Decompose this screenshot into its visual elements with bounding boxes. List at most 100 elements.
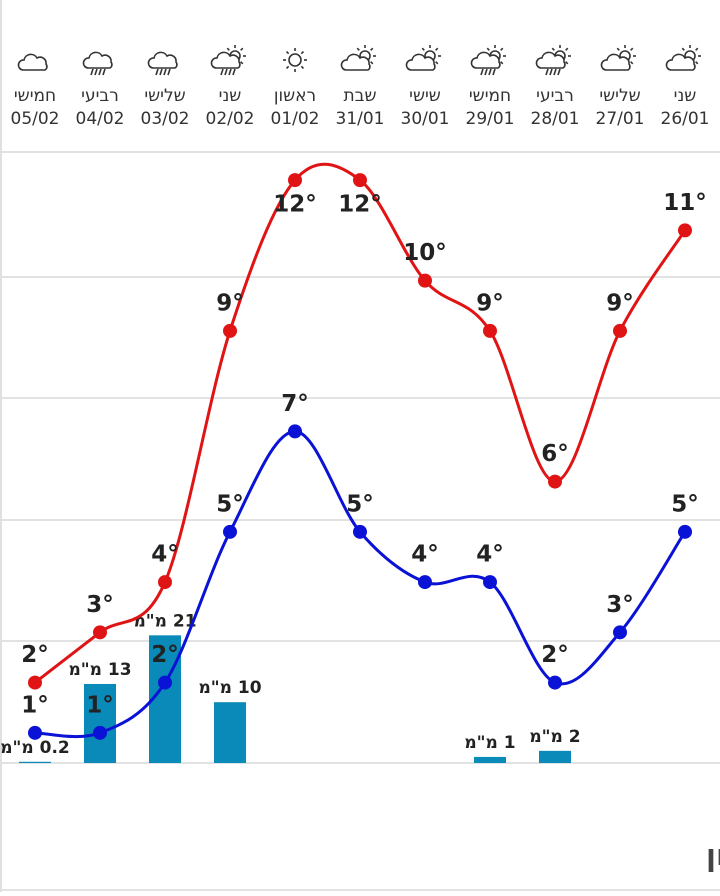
icon-ray bbox=[695, 61, 699, 65]
x-tick-label: 31/01 bbox=[336, 109, 385, 129]
point bbox=[483, 323, 497, 338]
point bbox=[28, 725, 42, 740]
weather-icon bbox=[82, 51, 113, 76]
point-value-label: 7° bbox=[281, 391, 309, 417]
bar bbox=[84, 683, 116, 763]
x-day-label: שלישי bbox=[144, 86, 185, 106]
bar-value-label: 2 מ"מ bbox=[529, 727, 580, 747]
point bbox=[418, 273, 432, 288]
x-day-label: שישי bbox=[409, 86, 441, 106]
x-day-label: חמישי bbox=[469, 86, 511, 106]
point-value-label: 3° bbox=[86, 592, 114, 618]
icon-drop bbox=[90, 68, 94, 76]
bar bbox=[474, 756, 506, 763]
point-value-label: 9° bbox=[476, 290, 504, 316]
weather-icon bbox=[600, 45, 636, 71]
point-value-label: 9° bbox=[606, 290, 634, 316]
weather-icon bbox=[405, 45, 441, 71]
x-tick-label: 05/02 bbox=[11, 109, 60, 129]
point-value-label: 1° bbox=[21, 692, 49, 718]
x-tick-label: 26/01 bbox=[661, 109, 710, 129]
icon-drop bbox=[159, 68, 163, 76]
x-tick-label: 01/02 bbox=[271, 109, 320, 129]
x-day-label: חמישי bbox=[14, 86, 56, 106]
point bbox=[678, 223, 692, 238]
point bbox=[28, 675, 42, 690]
chart-title: מזג אוויר שעתי אתר החרמון bbox=[706, 838, 720, 872]
x-tick-label: 03/02 bbox=[141, 109, 190, 129]
icon-drop bbox=[102, 68, 106, 76]
weather-icon bbox=[210, 45, 246, 76]
point bbox=[548, 474, 562, 489]
point bbox=[613, 625, 627, 640]
point-value-label: 6° bbox=[541, 441, 569, 467]
icon-ray bbox=[630, 47, 634, 51]
icon-ray bbox=[435, 61, 439, 65]
icon-cloud bbox=[340, 53, 371, 71]
icon-ray bbox=[486, 47, 490, 51]
point bbox=[353, 173, 367, 188]
point bbox=[548, 675, 562, 690]
icon-drop bbox=[98, 68, 102, 76]
icon-ray bbox=[300, 50, 305, 55]
icon-cloud bbox=[470, 51, 501, 69]
icon-drop bbox=[228, 68, 232, 76]
icon-ray bbox=[435, 47, 439, 51]
bar-value-label: 1 מ"מ bbox=[464, 733, 515, 753]
bar bbox=[19, 761, 51, 763]
icon-ray bbox=[226, 47, 230, 51]
point-value-label: 1° bbox=[86, 692, 114, 718]
icon-ray bbox=[500, 47, 504, 51]
icon-ray bbox=[240, 47, 244, 51]
point bbox=[288, 173, 302, 188]
bar-value-label: 21 מ"מ bbox=[133, 611, 196, 631]
icon-ray bbox=[616, 47, 620, 51]
icon-ray bbox=[356, 47, 360, 51]
icon-drop bbox=[492, 68, 496, 76]
point bbox=[613, 323, 627, 338]
icon-ray bbox=[681, 47, 685, 51]
icon-drop bbox=[549, 68, 553, 76]
point-value-label: 5° bbox=[346, 491, 374, 517]
weather-icon bbox=[340, 45, 376, 71]
point-value-label: 11° bbox=[663, 190, 707, 216]
x-tick-label: 27/01 bbox=[596, 109, 645, 129]
icon-drop bbox=[94, 68, 98, 76]
icon-cloud bbox=[210, 51, 241, 69]
point bbox=[223, 524, 237, 539]
weather-icon bbox=[147, 51, 178, 76]
x-day-label: רביעי bbox=[536, 86, 574, 106]
point bbox=[288, 424, 302, 439]
icon-cloud bbox=[147, 51, 178, 69]
bar-value-label: 0.2 מ"מ bbox=[0, 738, 70, 758]
icon-ray bbox=[285, 65, 290, 70]
point bbox=[353, 524, 367, 539]
bar bbox=[539, 750, 571, 763]
icon-cloud bbox=[82, 51, 113, 69]
point-value-label: 12° bbox=[338, 192, 382, 218]
point-value-label: 10° bbox=[403, 240, 447, 266]
icon-drop bbox=[484, 68, 488, 76]
icon-ray bbox=[500, 61, 504, 65]
point-value-label: 9° bbox=[216, 290, 244, 316]
icon-cloud bbox=[17, 53, 48, 71]
point-value-label: 5° bbox=[671, 491, 699, 517]
icon-ray bbox=[565, 61, 569, 65]
x-tick-label: 02/02 bbox=[206, 109, 255, 129]
x-day-label: רביעי bbox=[81, 86, 119, 106]
icon-drop bbox=[557, 68, 561, 76]
weather-icon bbox=[665, 45, 701, 71]
icon-drop bbox=[232, 68, 236, 76]
icon-ray bbox=[370, 61, 374, 65]
icon-ray bbox=[565, 47, 569, 51]
x-tick-label: 04/02 bbox=[76, 109, 125, 129]
point bbox=[678, 524, 692, 539]
weather-icon bbox=[470, 45, 506, 76]
point bbox=[483, 575, 497, 590]
x-tick-label: 28/01 bbox=[531, 109, 580, 129]
icon-drop bbox=[553, 68, 557, 76]
point-value-label: 2° bbox=[541, 642, 569, 668]
